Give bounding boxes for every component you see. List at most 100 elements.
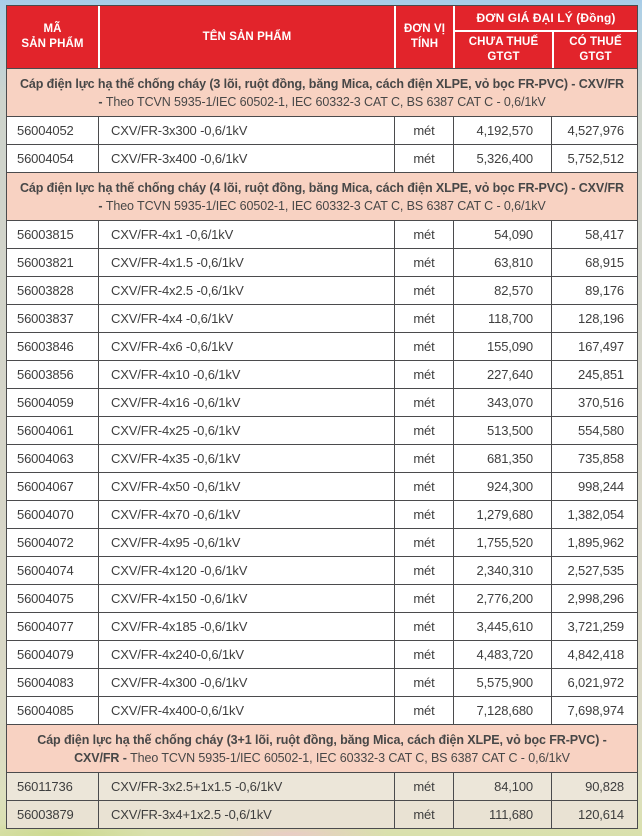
unit-cell: mét xyxy=(394,361,453,388)
unit-cell: mét xyxy=(394,473,453,500)
product-name-cell: CXV/FR-4x10 -0,6/1kV xyxy=(98,361,394,388)
product-code-cell: 56003821 xyxy=(17,255,74,270)
section-header: Cáp điện lực hạ thế chống cháy (4 lõi, r… xyxy=(7,172,637,220)
product-row: 56011736 CXV/FR-3x2.5+1x1.5 -0,6/1kV mét 84… xyxy=(7,772,637,800)
col-header-price-inc-vat: CÓ THUẾ GTGT xyxy=(552,32,637,68)
price-inc-vat-cell: 7,698,974 xyxy=(551,697,637,724)
unit-cell: mét xyxy=(394,333,453,360)
section-title-standard-note: Theo TCVN 5935-1/IEC 60502-1, IEC 60332-… xyxy=(130,750,570,765)
product-name-cell: CXV/FR-4x70 -0,6/1kV xyxy=(98,501,394,528)
product-row: 56004075 CXV/FR-4x150 -0,6/1kV mét 2,776,20… xyxy=(7,584,637,612)
section-title: Cáp điện lực hạ thế chống cháy (4 lõi, r… xyxy=(7,179,637,215)
unit-cell: mét xyxy=(394,773,453,800)
product-row: 56004063 CXV/FR-4x35 -0,6/1kV mét 681,350 73… xyxy=(7,444,637,472)
price-inc-vat-cell: 4,842,418 xyxy=(551,641,637,668)
product-name-cell: CXV/FR-4x6 -0,6/1kV xyxy=(98,333,394,360)
product-name-cell: CXV/FR-3x4+1x2.5 -0,6/1kV xyxy=(98,801,394,828)
price-inc-vat-cell: 2,998,296 xyxy=(551,585,637,612)
product-code-cell: 56004052 xyxy=(17,123,74,138)
product-name-cell: CXV/FR-4x50 -0,6/1kV xyxy=(98,473,394,500)
product-code-cell: 56004063 xyxy=(17,451,74,466)
product-row: 56003821 CXV/FR-4x1.5 -0,6/1kV mét 63,810 68… xyxy=(7,248,637,276)
product-name-cell: CXV/FR-4x1 -0,6/1kV xyxy=(98,221,394,248)
product-code-cell: 56004059 xyxy=(17,395,74,410)
unit-cell: mét xyxy=(394,669,453,696)
product-row: 56004077 CXV/FR-4x185 -0,6/1kV mét 3,445,61… xyxy=(7,612,637,640)
product-row: 56003856 CXV/FR-4x10 -0,6/1kV mét 227,640 24… xyxy=(7,360,637,388)
product-row: 56003846 CXV/FR-4x6 -0,6/1kV mét 155,090 167… xyxy=(7,332,637,360)
product-row: 56003828 CXV/FR-4x2.5 -0,6/1kV mét 82,570 89… xyxy=(7,276,637,304)
product-code-cell: 56004070 xyxy=(17,507,74,522)
col-header-price-ex-vat: CHƯA THUẾ GTGT xyxy=(468,36,539,63)
col-header-price-group: ĐƠN GIÁ ĐẠI LÝ (Đồng) CHƯA THUẾ GTGT CÓ … xyxy=(453,6,637,68)
price-ex-vat-cell: 82,570 xyxy=(453,277,551,304)
price-table: MÃ SẢN PHẨM TÊN SẢN PHẨM ĐƠN VỊ TÍNH ĐƠN… xyxy=(6,5,638,829)
price-ex-vat-cell: 54,090 xyxy=(453,221,551,248)
product-code-cell: 56003815 xyxy=(17,227,74,242)
price-ex-vat-cell: 343,070 xyxy=(453,389,551,416)
unit-cell: mét xyxy=(394,801,453,828)
product-code-cell: 56004079 xyxy=(17,647,74,662)
section-title-standard-note: Theo TCVN 5935-1/IEC 60502-1, IEC 60332-… xyxy=(105,94,546,109)
unit-cell: mét xyxy=(394,697,453,724)
product-code-cell: 56004083 xyxy=(17,675,74,690)
unit-cell: mét xyxy=(394,117,453,144)
section-title: Cáp điện lực hạ thế chống cháy (3 lõi, r… xyxy=(7,75,637,111)
product-name-cell: CXV/FR-4x4 -0,6/1kV xyxy=(98,305,394,332)
product-name-cell: CXV/FR-4x1.5 -0,6/1kV xyxy=(98,249,394,276)
product-row: 56004061 CXV/FR-4x25 -0,6/1kV mét 513,500 55… xyxy=(7,416,637,444)
product-row: 56004054 CXV/FR-3x400 -0,6/1kV mét 5,326,40… xyxy=(7,144,637,172)
price-inc-vat-cell: 120,614 xyxy=(551,801,637,828)
unit-cell: mét xyxy=(394,641,453,668)
section-title-bold: Cáp điện lực hạ thế chống cháy (4 lõi, r… xyxy=(20,180,624,213)
product-row: 56004079 CXV/FR-4x240-0,6/1kV mét 4,483,720… xyxy=(7,640,637,668)
product-row: 56004074 CXV/FR-4x120 -0,6/1kV mét 2,340,31… xyxy=(7,556,637,584)
product-row: 56004072 CXV/FR-4x95 -0,6/1kV mét 1,755,520… xyxy=(7,528,637,556)
table-body: Cáp điện lực hạ thế chống cháy (3 lõi, r… xyxy=(7,68,637,828)
unit-cell: mét xyxy=(394,557,453,584)
price-inc-vat-cell: 370,516 xyxy=(551,389,637,416)
price-inc-vat-cell: 554,580 xyxy=(551,417,637,444)
price-inc-vat-cell: 68,915 xyxy=(551,249,637,276)
price-ex-vat-cell: 5,575,900 xyxy=(453,669,551,696)
price-inc-vat-cell: 4,527,976 xyxy=(551,117,637,144)
price-inc-vat-cell: 167,497 xyxy=(551,333,637,360)
product-code-cell: 56003856 xyxy=(17,367,74,382)
product-code-cell: 56004075 xyxy=(17,591,74,606)
product-code-cell: 56004061 xyxy=(17,423,74,438)
price-ex-vat-cell: 118,700 xyxy=(453,305,551,332)
product-name-cell: CXV/FR-4x240-0,6/1kV xyxy=(98,641,394,668)
product-code-cell: 56004085 xyxy=(17,703,74,718)
unit-cell: mét xyxy=(394,585,453,612)
col-header-product-name: TÊN SẢN PHẨM xyxy=(98,6,394,68)
col-header-unit: ĐƠN VỊ TÍNH xyxy=(394,6,453,68)
price-ex-vat-cell: 4,192,570 xyxy=(453,117,551,144)
product-row: 56004067 CXV/FR-4x50 -0,6/1kV mét 924,300 99… xyxy=(7,472,637,500)
price-ex-vat-cell: 5,326,400 xyxy=(453,145,551,172)
product-row: 56004085 CXV/FR-4x400-0,6/1kV mét 7,128,680… xyxy=(7,696,637,724)
price-inc-vat-cell: 2,527,535 xyxy=(551,557,637,584)
price-ex-vat-cell: 1,279,680 xyxy=(453,501,551,528)
price-ex-vat-cell: 2,340,310 xyxy=(453,557,551,584)
price-inc-vat-cell: 58,417 xyxy=(551,221,637,248)
unit-cell: mét xyxy=(394,445,453,472)
product-row: 56004083 CXV/FR-4x300 -0,6/1kV mét 5,575,90… xyxy=(7,668,637,696)
product-code-cell: 56004054 xyxy=(17,151,74,166)
price-inc-vat-cell: 3,721,259 xyxy=(551,613,637,640)
product-name-cell: CXV/FR-4x35 -0,6/1kV xyxy=(98,445,394,472)
product-row: 56004070 CXV/FR-4x70 -0,6/1kV mét 1,279,680… xyxy=(7,500,637,528)
product-name-cell: CXV/FR-4x2.5 -0,6/1kV xyxy=(98,277,394,304)
unit-cell: mét xyxy=(394,249,453,276)
price-inc-vat-cell: 5,752,512 xyxy=(551,145,637,172)
product-name-cell: CXV/FR-4x300 -0,6/1kV xyxy=(98,669,394,696)
product-code-cell: 56004072 xyxy=(17,535,74,550)
product-name-cell: CXV/FR-4x95 -0,6/1kV xyxy=(98,529,394,556)
price-ex-vat-cell: 4,483,720 xyxy=(453,641,551,668)
product-name-cell: CXV/FR-4x120 -0,6/1kV xyxy=(98,557,394,584)
section-header: Cáp điện lực hạ thế chống cháy (3 lõi, r… xyxy=(7,68,637,116)
price-ex-vat-cell: 7,128,680 xyxy=(453,697,551,724)
product-code-cell: 56003846 xyxy=(17,339,74,354)
product-row: 56004052 CXV/FR-3x300 -0,6/1kV mét 4,192,57… xyxy=(7,116,637,144)
price-inc-vat-cell: 89,176 xyxy=(551,277,637,304)
